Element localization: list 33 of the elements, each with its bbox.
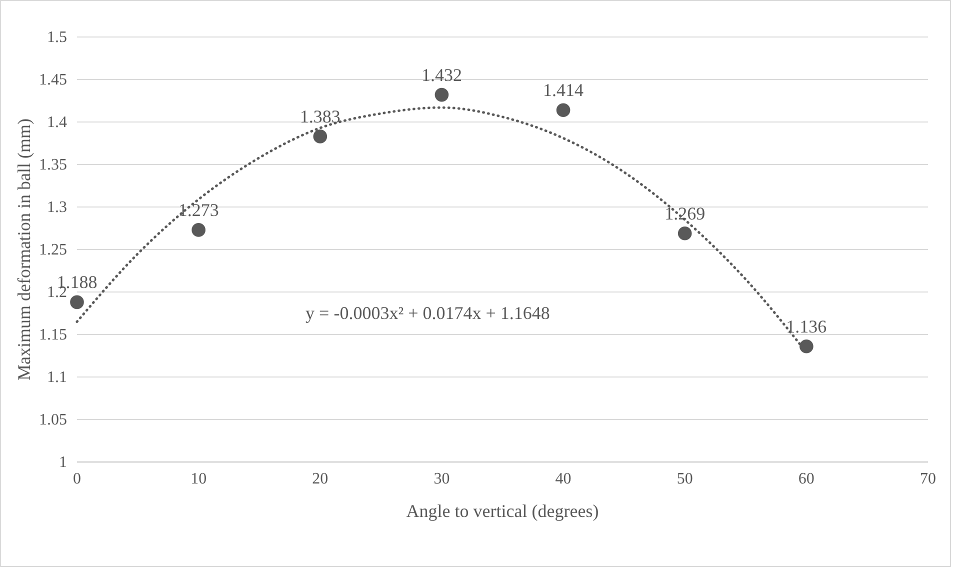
x-tick-label: 70 — [920, 470, 936, 488]
data-label: 1.136 — [786, 316, 827, 336]
x-tick-label: 60 — [798, 470, 814, 488]
y-tick-label: 1.35 — [39, 156, 67, 174]
point — [313, 130, 328, 144]
y-tick-label: 1.05 — [39, 412, 67, 429]
y-tick-label: 1 — [59, 454, 67, 472]
point — [556, 103, 570, 117]
point — [800, 340, 814, 354]
annotation: y = -0.0003x² + 0.0174x + 1.1648 — [306, 303, 550, 324]
x-tick-label: 0 — [73, 470, 81, 488]
x-tick-label: 10 — [190, 470, 207, 488]
y-tick-label: 1.4 — [47, 114, 67, 132]
data-label: 1.269 — [664, 203, 706, 224]
y-tick-label: 1.45 — [39, 72, 67, 89]
y-axis-title: Maximum deformation in ball (mm) — [14, 118, 34, 380]
data-label: 1.432 — [421, 64, 462, 85]
point — [434, 88, 449, 102]
x-tick-label: 40 — [555, 470, 572, 488]
y-tick-label: 1.25 — [39, 242, 67, 259]
x-tick-label: 30 — [434, 470, 450, 488]
point — [192, 223, 206, 237]
y-tick-label: 1.1 — [47, 369, 67, 386]
point — [678, 226, 692, 240]
x-axis-title: Angle to vertical (degrees) — [406, 501, 599, 521]
y-tick-label: 1.3 — [47, 199, 67, 216]
x-tick-label: 50 — [676, 470, 693, 488]
data-label: 1.414 — [543, 80, 584, 100]
point — [70, 295, 84, 310]
y-tick-label: 1.15 — [39, 326, 67, 344]
y-tick-label: 1.5 — [47, 29, 67, 46]
data-label: 1.383 — [300, 106, 340, 126]
x-tick-label: 20 — [312, 470, 328, 488]
